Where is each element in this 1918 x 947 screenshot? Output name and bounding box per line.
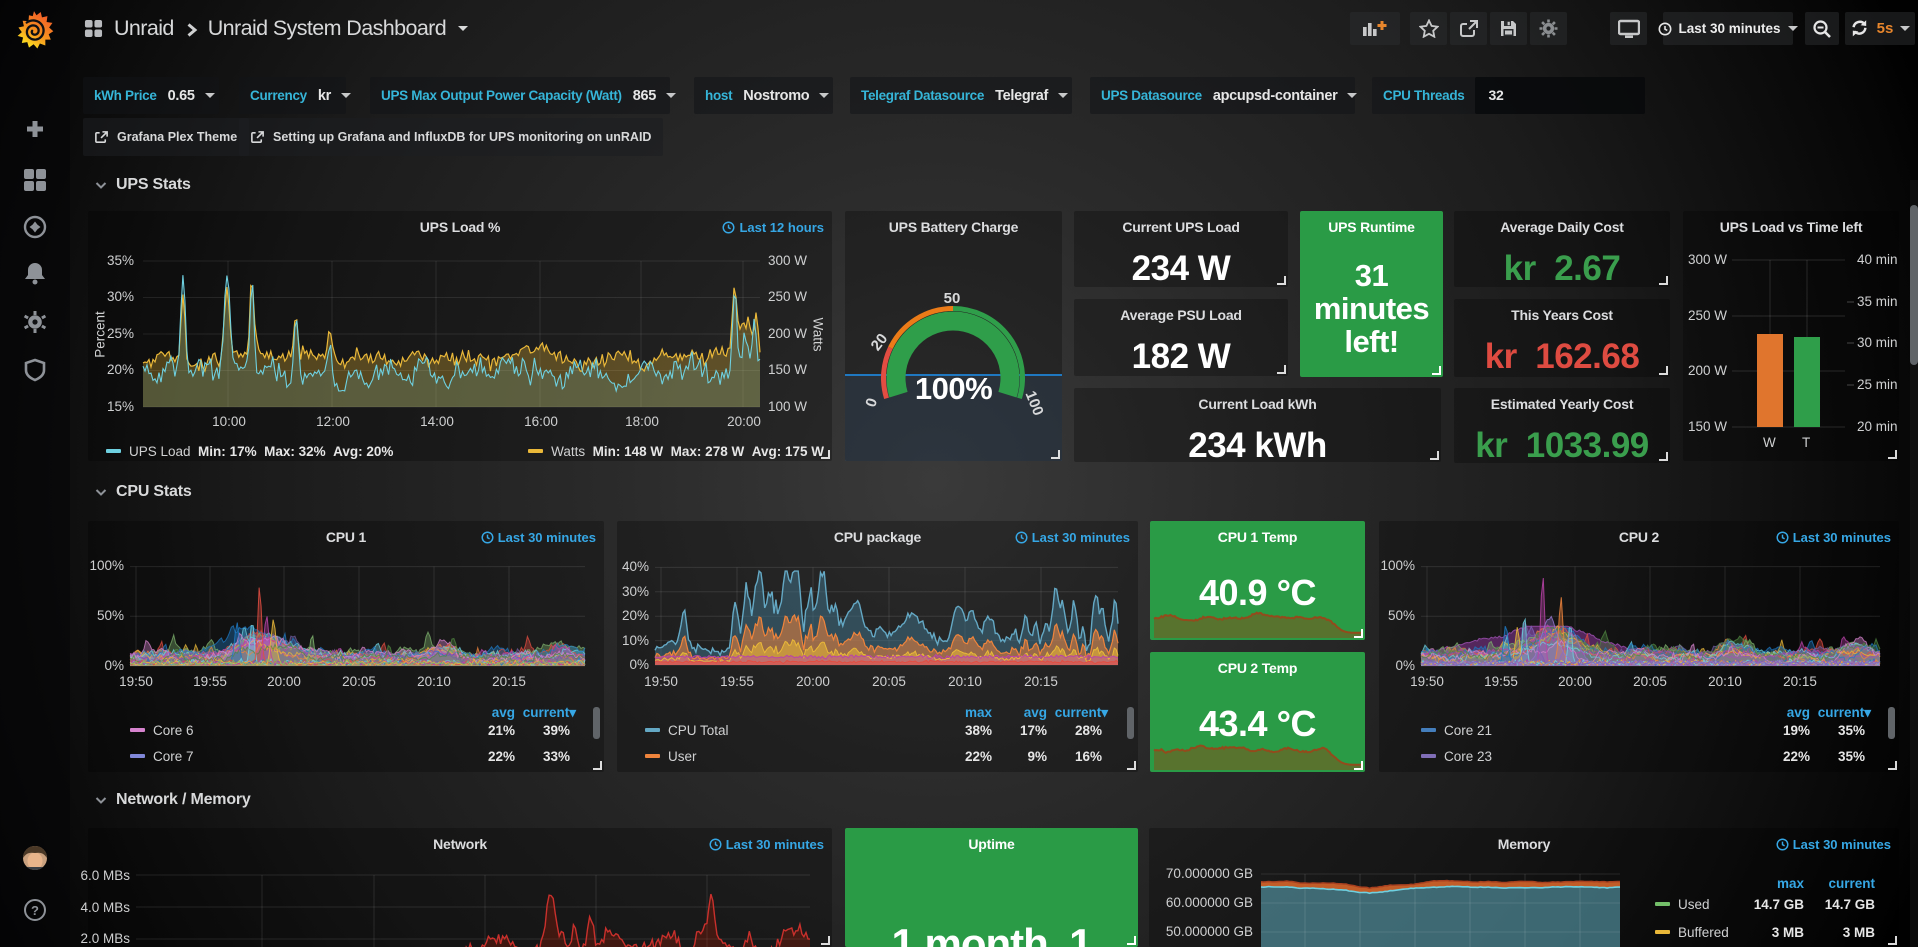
svg-text:?: ? [31, 903, 39, 918]
svg-text:20: 20 [868, 330, 892, 354]
svg-text:50: 50 [944, 290, 961, 307]
